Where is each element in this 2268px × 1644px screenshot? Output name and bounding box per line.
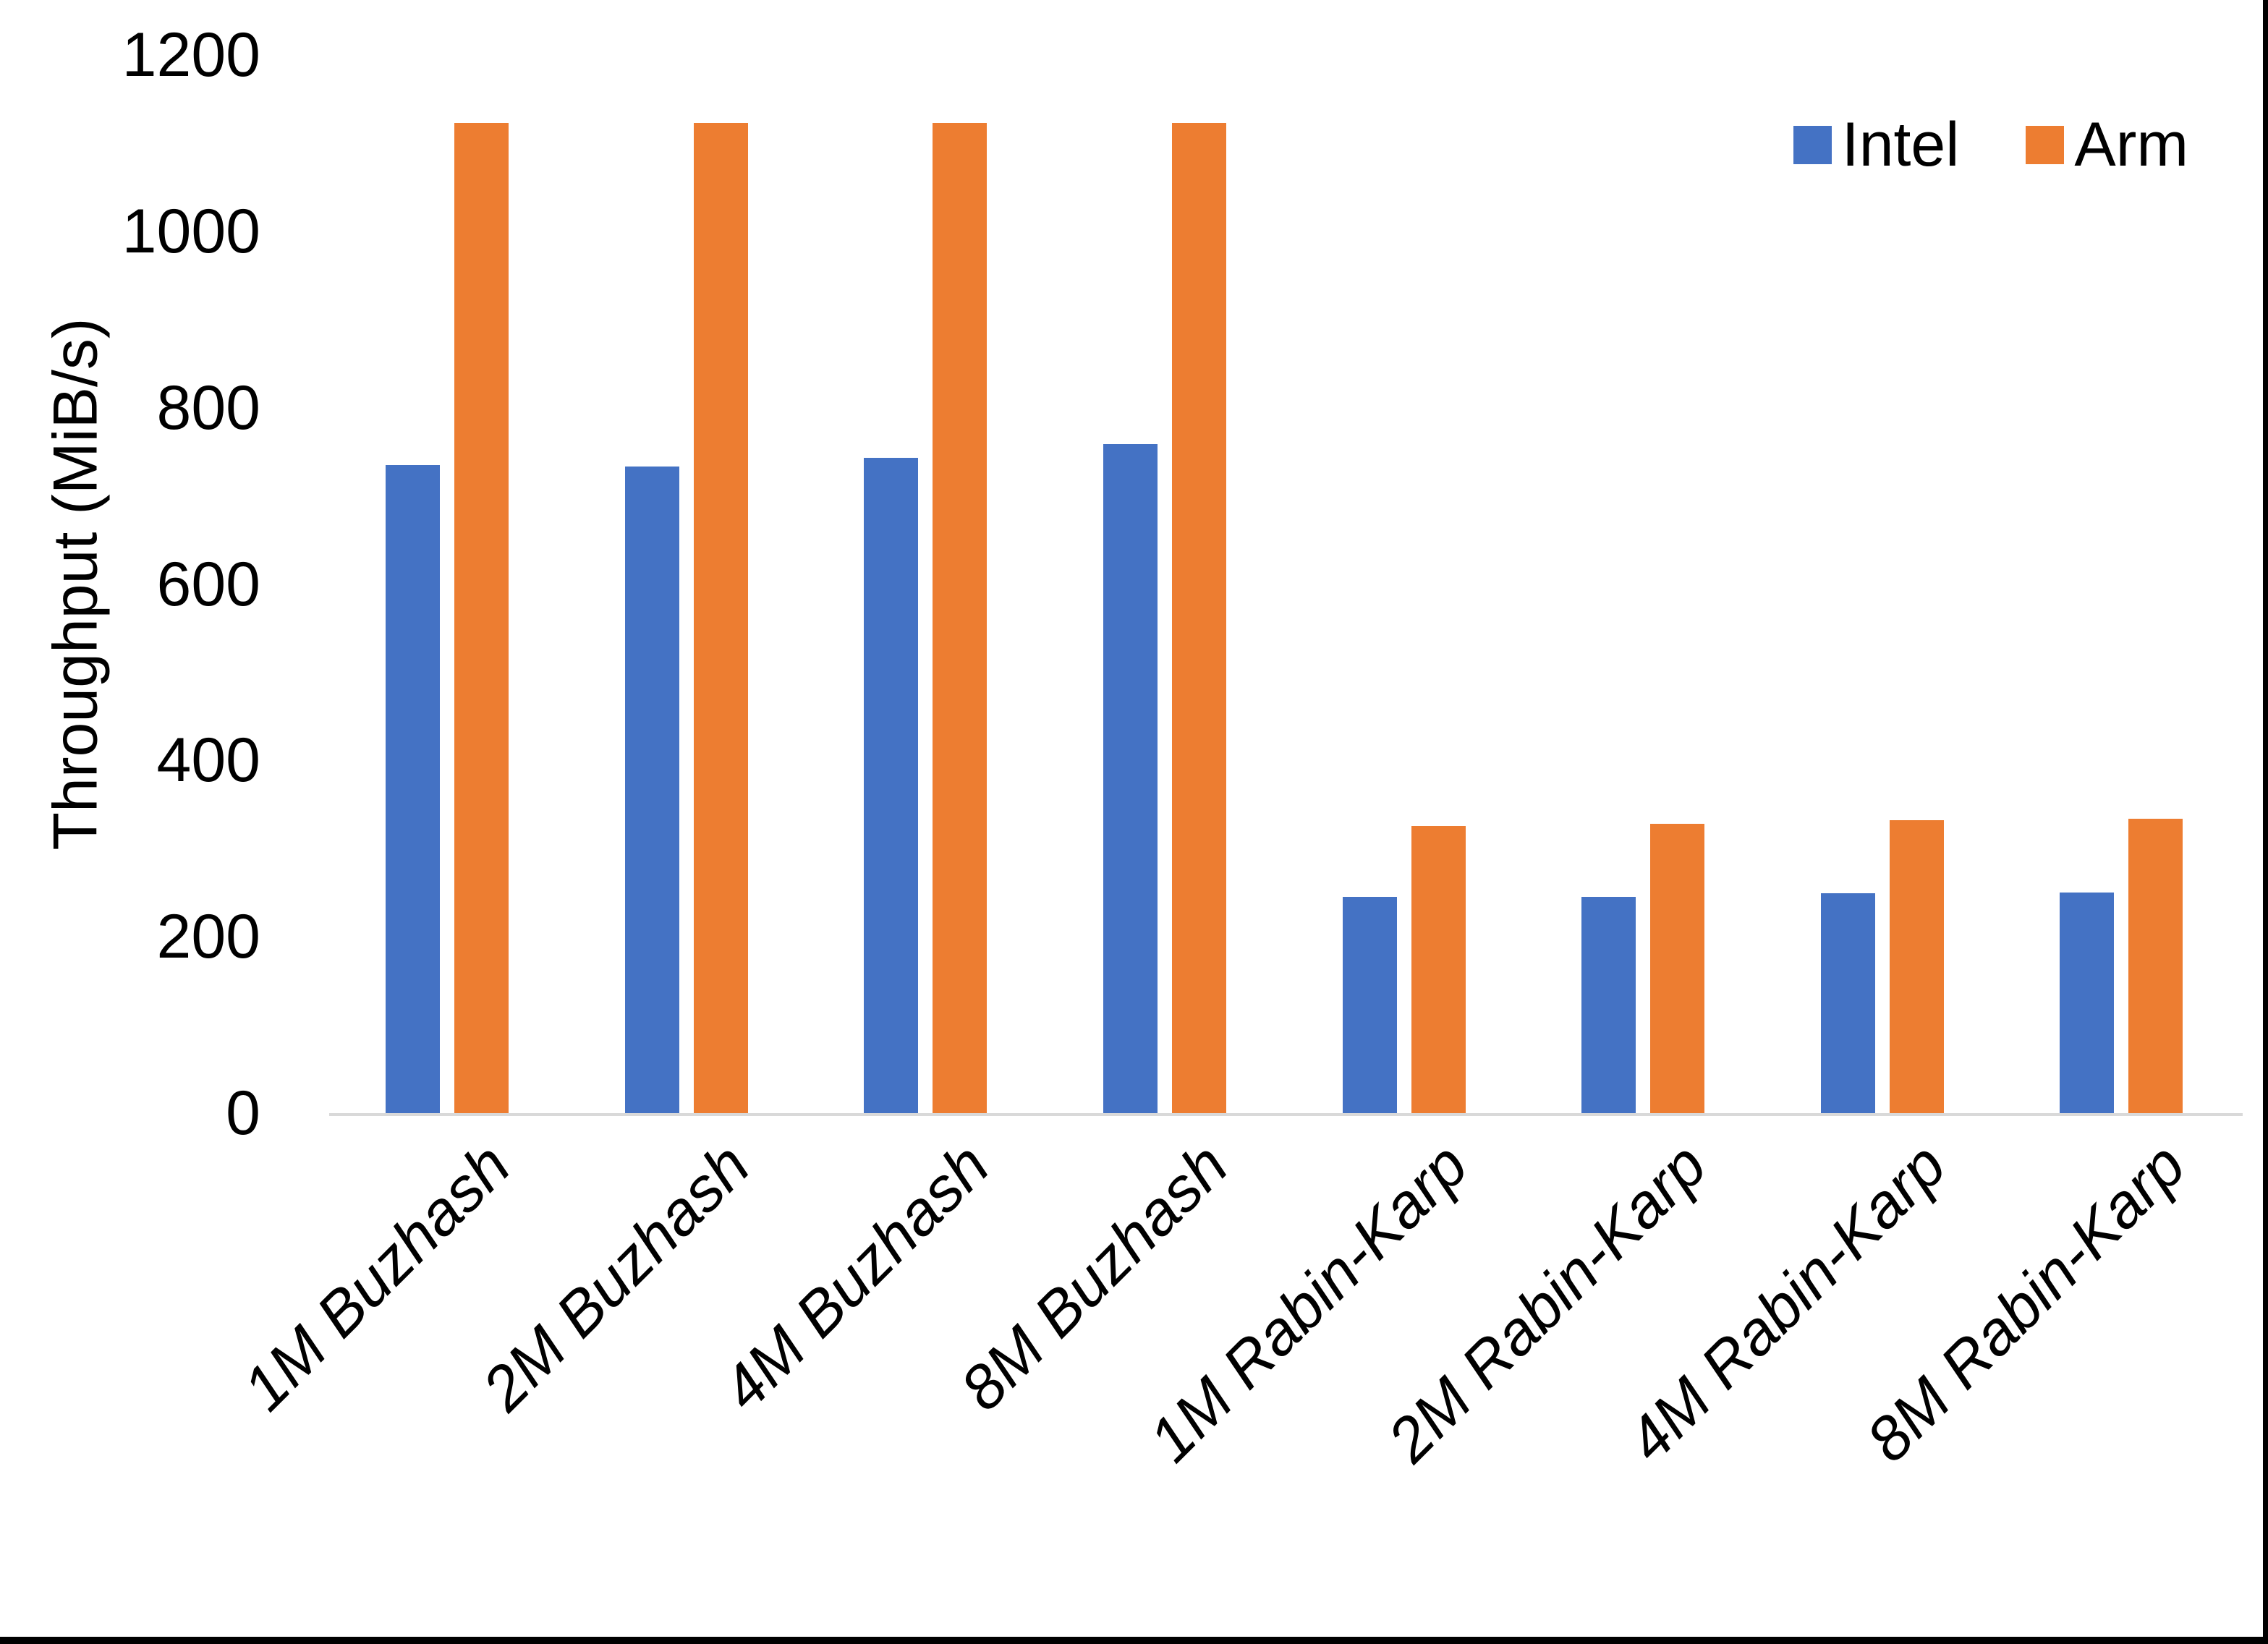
y-tick-0: 0 xyxy=(226,1078,260,1148)
y-tick-400: 400 xyxy=(156,725,261,796)
screenshot-right-edge xyxy=(2263,0,2268,1644)
bar-intel-8m-rabin-karp xyxy=(2060,893,2114,1113)
bar-intel-4m-rabin-karp xyxy=(1821,893,1875,1113)
y-tick-600: 600 xyxy=(156,549,261,619)
bar-intel-8m-buzhash xyxy=(1103,444,1158,1113)
bar-intel-4m-buzhash xyxy=(864,458,918,1113)
legend-label-arm: Arm xyxy=(2074,110,2188,179)
legend-item-arm: Arm xyxy=(2026,108,2188,181)
screenshot-bottom-edge xyxy=(0,1637,2268,1644)
bar-intel-2m-rabin-karp xyxy=(1581,897,1636,1113)
y-tick-800: 800 xyxy=(156,372,261,443)
y-tick-1000: 1000 xyxy=(122,196,260,266)
bar-intel-1m-rabin-karp xyxy=(1343,897,1397,1113)
bar-arm-8m-buzhash xyxy=(1172,123,1226,1113)
bar-arm-1m-buzhash xyxy=(454,123,509,1113)
legend-swatch-intel xyxy=(1793,125,1832,164)
y-tick-200: 200 xyxy=(156,902,261,972)
bar-arm-2m-buzhash xyxy=(694,123,748,1113)
bar-intel-2m-buzhash xyxy=(625,467,679,1113)
legend-label-intel: Intel xyxy=(1841,110,1960,179)
legend-item-intel: Intel xyxy=(1793,108,1960,181)
bar-arm-8m-rabin-karp xyxy=(2128,819,2183,1113)
bar-arm-4m-buzhash xyxy=(933,123,987,1113)
legend: Intel Arm xyxy=(1793,108,2188,181)
bar-arm-2m-rabin-karp xyxy=(1650,824,1704,1113)
y-tick-1200: 1200 xyxy=(122,20,260,90)
bar-intel-1m-buzhash xyxy=(386,465,440,1113)
bar-arm-4m-rabin-karp xyxy=(1890,820,1944,1113)
x-axis-baseline xyxy=(329,1113,2243,1116)
bar-arm-1m-rabin-karp xyxy=(1411,826,1466,1113)
legend-swatch-arm xyxy=(2026,125,2065,164)
